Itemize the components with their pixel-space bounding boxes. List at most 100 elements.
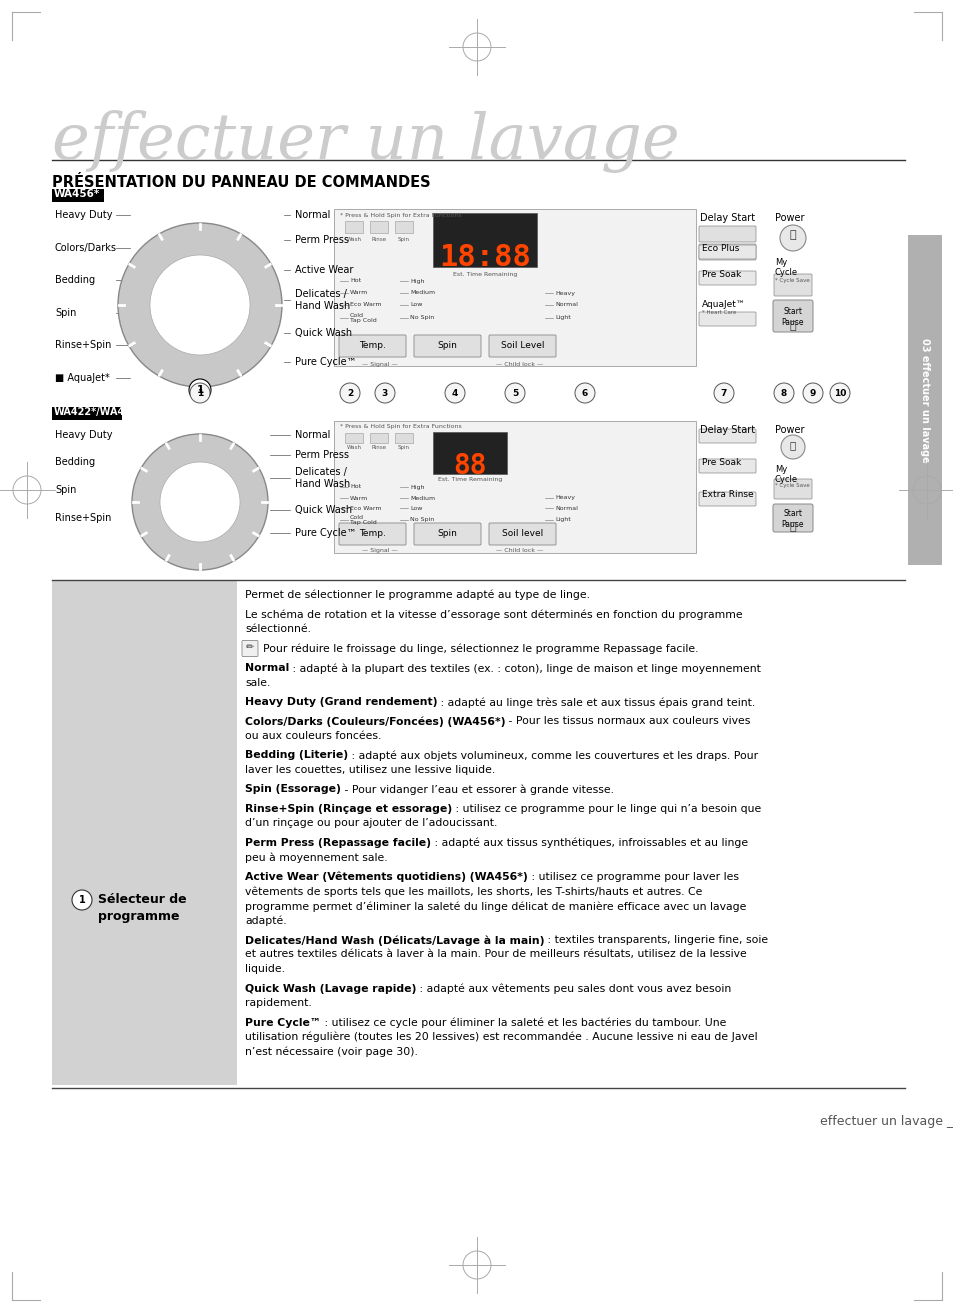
Text: Soil Level: Soil Level [500, 341, 543, 350]
Text: Power: Power [774, 425, 803, 436]
FancyBboxPatch shape [334, 421, 696, 552]
Text: vêtements de sports tels que les maillots, les shorts, les T-shirts/hauts et aut: vêtements de sports tels que les maillot… [245, 887, 701, 897]
FancyBboxPatch shape [345, 433, 363, 443]
Text: : utilisez ce programme pour laver les: : utilisez ce programme pour laver les [527, 872, 738, 882]
Text: AquaJet™: AquaJet™ [701, 300, 745, 310]
Text: ⏮: ⏮ [789, 321, 796, 331]
Text: No Spin: No Spin [410, 517, 434, 522]
Text: Pure Cycle™: Pure Cycle™ [294, 357, 356, 367]
Text: Light: Light [555, 517, 570, 522]
Text: Active Wear: Active Wear [294, 265, 353, 276]
Text: Spin: Spin [397, 237, 410, 241]
FancyBboxPatch shape [414, 523, 480, 544]
Text: Temp.: Temp. [358, 341, 386, 350]
Text: Est. Time Remaining: Est. Time Remaining [453, 272, 517, 277]
Circle shape [802, 383, 822, 403]
Text: : adapté au linge très sale et aux tissus épais grand teint.: : adapté au linge très sale et aux tissu… [437, 697, 755, 707]
Text: 7: 7 [720, 388, 726, 398]
Text: 88: 88 [453, 453, 486, 480]
Circle shape [713, 383, 733, 403]
Text: Delicates /
Hand Wash: Delicates / Hand Wash [294, 289, 350, 311]
Text: 1: 1 [196, 384, 203, 395]
Text: WA422*/WA400*: WA422*/WA400* [54, 407, 144, 417]
Text: Wash: Wash [346, 237, 361, 241]
Text: ✏: ✏ [246, 643, 253, 652]
Text: Heavy: Heavy [555, 290, 575, 295]
Text: Colors/Darks (Couleurs/Foncées) (WA456*): Colors/Darks (Couleurs/Foncées) (WA456*) [245, 716, 505, 727]
Text: n’est nécessaire (voir page 30).: n’est nécessaire (voir page 30). [245, 1047, 417, 1057]
FancyBboxPatch shape [242, 640, 257, 656]
Text: d’un rinçage ou pour ajouter de l’adoucissant.: d’un rinçage ou pour ajouter de l’adouci… [245, 819, 497, 828]
FancyBboxPatch shape [395, 433, 413, 443]
FancyBboxPatch shape [370, 433, 388, 443]
Text: 6: 6 [581, 388, 587, 398]
Text: sale.: sale. [245, 677, 270, 687]
Text: 18:88: 18:88 [438, 243, 531, 272]
Text: Low: Low [410, 303, 422, 307]
Text: Warm: Warm [350, 290, 368, 295]
Text: Delay Start: Delay Start [700, 213, 755, 223]
Circle shape [160, 462, 240, 542]
Circle shape [118, 223, 282, 387]
Circle shape [780, 224, 805, 251]
Text: Spin (Essorage): Spin (Essorage) [245, 785, 340, 795]
Text: — Child lock —: — Child lock — [496, 548, 543, 552]
Text: sélectionné.: sélectionné. [245, 625, 311, 634]
Text: * Press & Hold Spin for Extra Functions: * Press & Hold Spin for Extra Functions [339, 424, 461, 429]
Circle shape [575, 383, 595, 403]
Text: 1: 1 [78, 895, 85, 905]
Text: Medium: Medium [410, 496, 435, 500]
Text: Pour réduire le froissage du linge, sélectionnez le programme Repassage facile.: Pour réduire le froissage du linge, séle… [263, 643, 698, 653]
Circle shape [773, 383, 793, 403]
Text: Heavy Duty (Grand rendement): Heavy Duty (Grand rendement) [245, 697, 437, 707]
FancyBboxPatch shape [433, 213, 537, 268]
Text: Temp.: Temp. [358, 530, 386, 538]
Text: ■ AquaJet*: ■ AquaJet* [55, 373, 110, 383]
Text: Delicates /
Hand Wash: Delicates / Hand Wash [294, 467, 350, 489]
FancyBboxPatch shape [772, 300, 812, 332]
Text: Normal: Normal [294, 430, 330, 440]
Text: Quick Wash: Quick Wash [294, 505, 352, 516]
Text: : adapté aux tissus synthétiques, infroissables et au linge: : adapté aux tissus synthétiques, infroi… [431, 838, 747, 849]
Text: Start
Pause: Start Pause [781, 307, 803, 328]
Text: Rinse+Spin (Rinçage et essorage): Rinse+Spin (Rinçage et essorage) [245, 804, 452, 813]
Text: Bedding (Literie): Bedding (Literie) [245, 750, 348, 761]
Text: 9: 9 [809, 388, 816, 398]
FancyBboxPatch shape [699, 244, 755, 260]
Text: - Pour vidanger l’eau et essorer à grande vitesse.: - Pour vidanger l’eau et essorer à grand… [340, 785, 613, 795]
Text: Delay Start: Delay Start [700, 425, 755, 436]
FancyBboxPatch shape [345, 220, 363, 234]
Text: Spin: Spin [55, 308, 76, 318]
Text: — Signal —: — Signal — [362, 362, 397, 367]
FancyBboxPatch shape [699, 312, 755, 325]
Text: Pre Soak: Pre Soak [701, 270, 740, 279]
Text: Rinse+Spin: Rinse+Spin [55, 340, 112, 350]
Circle shape [375, 383, 395, 403]
Text: ⏻: ⏻ [789, 230, 796, 240]
Text: No Spin: No Spin [410, 315, 434, 320]
Text: Quick Wash (Lavage rapide): Quick Wash (Lavage rapide) [245, 984, 416, 993]
Text: Cold
Tap Cold: Cold Tap Cold [350, 312, 376, 323]
Text: Eco Warm: Eco Warm [350, 303, 381, 307]
FancyBboxPatch shape [52, 580, 236, 1085]
Circle shape [829, 383, 849, 403]
Text: Normal: Normal [245, 663, 289, 673]
Text: : utilisez ce cycle pour éliminer la saleté et les bactéries du tambour. Une: : utilisez ce cycle pour éliminer la sal… [320, 1018, 725, 1029]
Text: : textiles transparents, lingerie fine, soie: : textiles transparents, lingerie fine, … [544, 935, 768, 945]
Circle shape [504, 383, 524, 403]
FancyBboxPatch shape [699, 226, 755, 241]
Text: Heavy Duty: Heavy Duty [55, 430, 112, 440]
Text: Spin: Spin [397, 445, 410, 450]
Text: : adapté aux vêtements peu sales dont vous avez besoin: : adapté aux vêtements peu sales dont vo… [416, 984, 731, 994]
Text: Wash: Wash [346, 445, 361, 450]
Circle shape [150, 255, 250, 356]
Text: 03 effectuer un lavage: 03 effectuer un lavage [919, 337, 929, 462]
FancyBboxPatch shape [370, 220, 388, 234]
FancyBboxPatch shape [489, 523, 556, 544]
FancyBboxPatch shape [489, 335, 556, 357]
Text: Spin: Spin [437, 341, 456, 350]
FancyBboxPatch shape [699, 492, 755, 506]
FancyBboxPatch shape [414, 335, 480, 357]
FancyBboxPatch shape [395, 220, 413, 234]
FancyBboxPatch shape [338, 335, 406, 357]
